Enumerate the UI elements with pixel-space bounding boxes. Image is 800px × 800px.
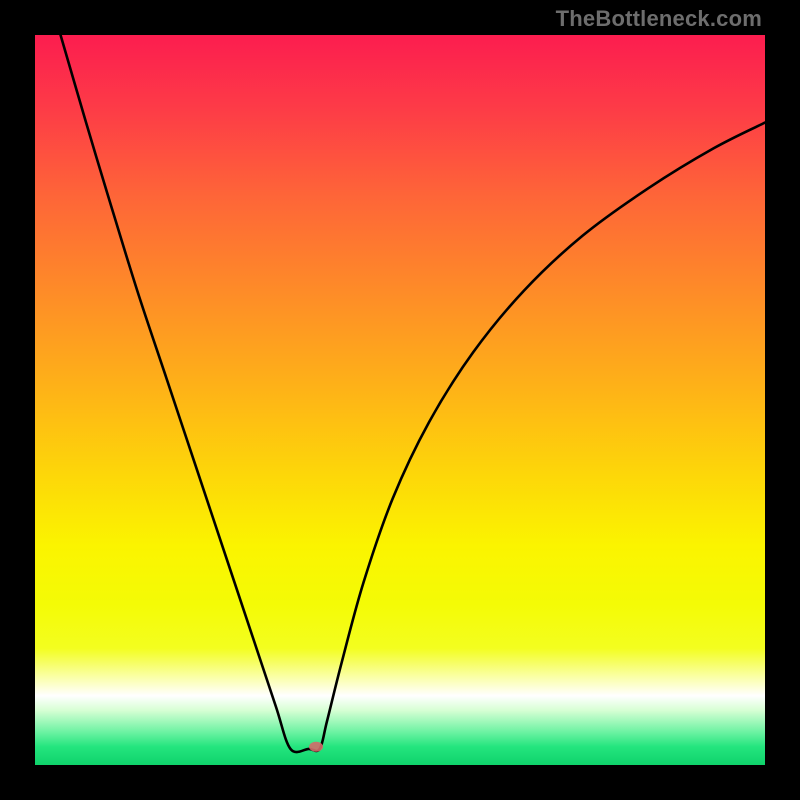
- gradient-background: [35, 35, 765, 765]
- plot-svg: [35, 35, 765, 765]
- chart-frame: TheBottleneck.com: [0, 0, 800, 800]
- optimal-point-marker: [309, 742, 323, 752]
- watermark-text: TheBottleneck.com: [556, 6, 762, 32]
- plot-area: [35, 35, 765, 765]
